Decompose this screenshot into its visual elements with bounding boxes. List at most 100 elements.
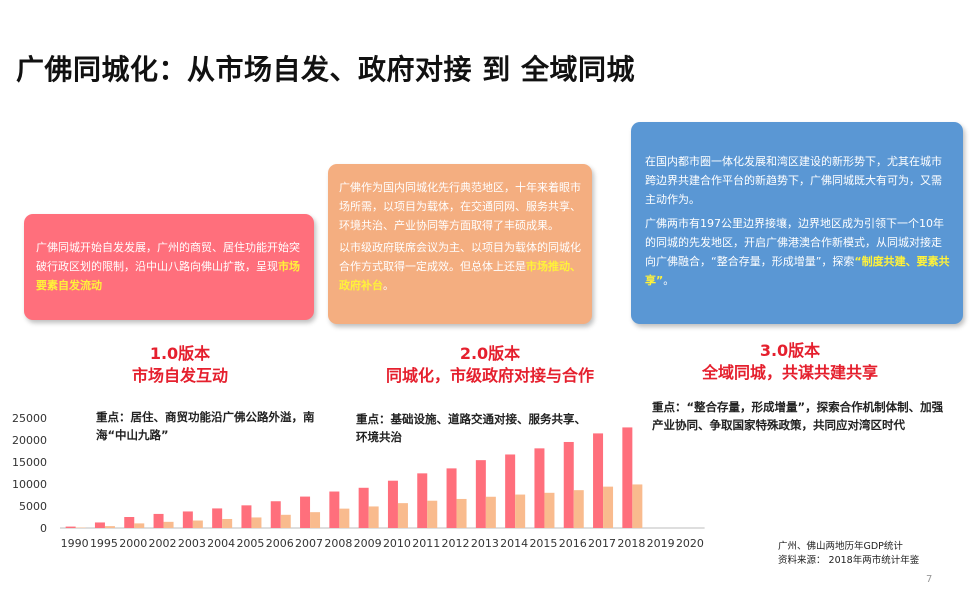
foshan-gdp-bar xyxy=(603,486,614,528)
foshan-gdp-bar xyxy=(573,490,584,528)
foshan-gdp-bar xyxy=(134,523,145,528)
version2-paragraph1: 广佛作为国内同城化先行典范地区，十年来着眼市场所需，以项目为载体，在交通同网、服… xyxy=(339,181,581,232)
guangzhou-gdp-bar xyxy=(124,517,135,528)
guangzhou-gdp-bar xyxy=(387,480,398,528)
foshan-gdp-bar xyxy=(280,514,291,528)
guangzhou-gdp-bar xyxy=(300,496,311,528)
version1-highlight: 市场要素自发流动 xyxy=(36,260,300,292)
version1-subtitle: 市场自发互动 xyxy=(131,366,228,385)
source-line1: 广州、佛山两地历年GDP统计 xyxy=(778,541,903,552)
version1-label: 1.0版本 xyxy=(149,344,211,363)
version3-highlight: “制度共建、要素共享” xyxy=(645,255,950,287)
version3-focus: 重点：“整合存量，形成增量”，探索合作机制体制、加强产业协同、争取国家特殊政策，… xyxy=(652,400,944,432)
foshan-gdp-bar xyxy=(427,500,438,528)
y-tick-label: 15000 xyxy=(12,456,47,469)
version1-focus: 重点：居住、商贸功能沿广佛公路外溢，南海“中山九路” xyxy=(96,410,315,442)
chart-source-note: 广州、佛山两地历年GDP统计 资料来源： 2018年两市统计年鉴 xyxy=(778,540,919,568)
version3-subtitle: 全域同城，共谋共建共享 xyxy=(701,363,878,382)
version2-paragraph2: 以市级政府联席会议为主、以项目为载体的同城化合作方式取得一定成效。但总体上还是市… xyxy=(339,238,581,295)
guangzhou-gdp-bar xyxy=(153,513,164,528)
x-tick-label: 1990 xyxy=(61,537,89,550)
foshan-gdp-bar xyxy=(104,526,115,528)
guangzhou-gdp-bar xyxy=(505,454,516,528)
foshan-gdp-bar xyxy=(163,521,174,528)
foshan-gdp-bar xyxy=(368,506,379,528)
x-tick-label: 2002 xyxy=(149,537,177,550)
version3-label: 3.0版本 xyxy=(759,341,821,360)
y-tick-label: 20000 xyxy=(12,434,47,447)
guangzhou-gdp-bar xyxy=(563,441,574,528)
version2-description-card: 广佛作为国内同城化先行典范地区，十年来着眼市场所需，以项目为载体，在交通同网、服… xyxy=(328,164,592,324)
x-tick-label: 2007 xyxy=(295,537,323,550)
guangzhou-gdp-bar xyxy=(534,448,545,528)
version2-label: 2.0版本 xyxy=(459,344,521,363)
guangzhou-gdp-bar xyxy=(94,522,105,528)
guangzhou-gdp-bar xyxy=(329,491,340,528)
x-tick-label: 2015 xyxy=(529,537,557,550)
version3-paragraph1: 在国内都市圈一体化发展和湾区建设的新形势下，尤其在城市跨边界共建合作平台的新趋势… xyxy=(645,155,942,206)
version1-text: 广佛同城开始自发发展，广州的商贸、居住功能开始突破行政区划的限制，沿中山八路向佛… xyxy=(36,241,300,273)
guangzhou-gdp-bar xyxy=(241,505,252,528)
x-tick-label: 2019 xyxy=(647,537,675,550)
foshan-gdp-bar xyxy=(632,484,643,528)
guangzhou-gdp-bar xyxy=(270,501,281,528)
x-tick-label: 2000 xyxy=(119,537,147,550)
x-tick-label: 2004 xyxy=(207,537,235,550)
guangzhou-gdp-bar xyxy=(593,433,604,528)
y-tick-label: 5000 xyxy=(19,500,47,513)
version1-description: 广佛同城开始自发发展，广州的商贸、居住功能开始突破行政区划的限制，沿中山八路向佛… xyxy=(36,238,302,295)
y-tick-label: 0 xyxy=(40,522,47,535)
guangzhou-gdp-bar xyxy=(417,473,428,528)
x-tick-label: 2020 xyxy=(676,537,704,550)
x-tick-label: 2017 xyxy=(588,537,616,550)
foshan-gdp-bar xyxy=(485,496,496,528)
y-tick-label: 10000 xyxy=(12,478,47,491)
version1-description-card: 广佛同城开始自发发展，广州的商贸、居住功能开始突破行政区划的限制，沿中山八路向佛… xyxy=(24,214,314,320)
version3-paragraph2: 广佛两市有197公里边界接壤，边界地区成为引领下一个10年的同城的先发地区，开启… xyxy=(645,214,951,290)
foshan-gdp-bar xyxy=(544,492,555,528)
version2-subtitle: 同城化，市级政府对接与合作 xyxy=(385,366,594,385)
x-tick-label: 2013 xyxy=(471,537,499,550)
version2-end: 。 xyxy=(383,279,394,292)
version1-heading: 1.0版本 市场自发互动 xyxy=(90,343,270,387)
x-tick-label: 2006 xyxy=(266,537,294,550)
version3-text: 广佛两市有197公里边界接壤，边界地区成为引领下一个10年的同城的先发地区，开启… xyxy=(645,217,944,268)
x-tick-label: 2009 xyxy=(354,537,382,550)
guangzhou-gdp-bar xyxy=(182,511,193,528)
foshan-gdp-bar xyxy=(397,503,408,528)
x-tick-label: 2012 xyxy=(442,537,470,550)
foshan-gdp-bar xyxy=(339,508,350,528)
x-tick-label: 2016 xyxy=(559,537,587,550)
guangzhou-gdp-bar xyxy=(358,487,369,528)
x-tick-label: 2011 xyxy=(412,537,440,550)
x-tick-label: 2005 xyxy=(236,537,264,550)
version2-highlight: 市场推动、政府补台 xyxy=(339,260,581,292)
version2-heading: 2.0版本 同城化，市级政府对接与合作 xyxy=(350,343,630,387)
foshan-gdp-bar xyxy=(192,520,203,528)
guangzhou-gdp-bar xyxy=(446,468,457,528)
foshan-gdp-bar xyxy=(456,498,467,528)
foshan-gdp-bar xyxy=(310,512,321,528)
x-tick-label: 1995 xyxy=(90,537,118,550)
guangzhou-gdp-bar xyxy=(212,508,223,528)
page-title: 广佛同城化：从市场自发、政府对接 到 全域同城 xyxy=(16,53,635,86)
version2-focus: 重点：基础设施、道路交通对接、服务共享、环境共治 xyxy=(356,412,586,444)
x-tick-label: 2018 xyxy=(617,537,645,550)
y-tick-label: 25000 xyxy=(12,412,47,425)
guangzhou-gdp-bar xyxy=(65,526,76,528)
x-tick-label: 2003 xyxy=(178,537,206,550)
x-tick-label: 2010 xyxy=(383,537,411,550)
guangzhou-gdp-bar xyxy=(475,460,486,528)
foshan-gdp-bar xyxy=(515,494,526,528)
guangzhou-gdp-bar xyxy=(622,427,633,528)
version3-end: 。 xyxy=(663,274,675,287)
x-tick-label: 2014 xyxy=(500,537,528,550)
source-line2: 资料来源： 2018年两市统计年鉴 xyxy=(778,555,920,566)
page-number: 7 xyxy=(926,574,933,585)
x-tick-label: 2008 xyxy=(324,537,352,550)
version3-description-card: 在国内都市圈一体化发展和湾区建设的新形势下，尤其在城市跨边界共建合作平台的新趋势… xyxy=(631,122,963,324)
version2-text: 以市级政府联席会议为主、以项目为载体的同城化合作方式取得一定成效。但总体上还是 xyxy=(339,241,581,273)
foshan-gdp-bar xyxy=(251,517,262,528)
foshan-gdp-bar xyxy=(222,518,233,528)
